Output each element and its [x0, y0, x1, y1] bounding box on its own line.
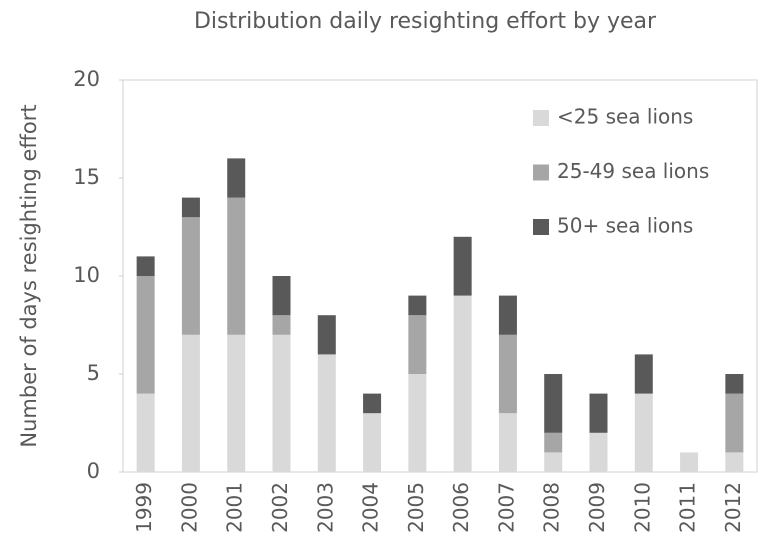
bar-segment — [136, 256, 155, 276]
bar-segment — [272, 315, 291, 335]
bar-segment — [453, 236, 472, 296]
bar-segment — [181, 197, 200, 218]
bar-segment — [725, 393, 744, 453]
chart-title: Distribution daily resighting effort by … — [194, 9, 657, 34]
bar-segment — [453, 295, 472, 472]
bar-segment — [544, 452, 563, 472]
bar-segment — [227, 158, 246, 198]
bar-segment — [634, 393, 653, 472]
bar-segment — [725, 374, 744, 394]
legend-label: 25-49 sea lions — [557, 159, 709, 183]
bar-segment — [227, 334, 246, 472]
y-tick-label: 5 — [87, 361, 100, 385]
bar-segment — [680, 452, 699, 472]
bar-segment — [317, 354, 336, 472]
legend-swatch — [533, 164, 549, 181]
y-tick-label: 20 — [73, 67, 100, 91]
bar-segment — [498, 413, 517, 472]
x-tick-label: 2003 — [313, 482, 337, 533]
x-tick-label: 2009 — [585, 482, 609, 533]
x-tick-label: 2011 — [676, 482, 700, 533]
bar-segment — [136, 276, 155, 394]
bar-segment — [363, 393, 382, 414]
bar-segment — [408, 374, 427, 472]
x-tick-label: 2010 — [630, 482, 654, 533]
bar-segment — [181, 334, 200, 472]
x-tick-label: 2004 — [359, 482, 383, 533]
x-tick-label: 2002 — [268, 482, 292, 533]
y-tick-label: 10 — [73, 263, 100, 287]
bar-segment — [272, 334, 291, 472]
y-tick-label: 0 — [87, 459, 100, 483]
bar-segment — [408, 315, 427, 374]
bar-segment — [589, 393, 608, 433]
bar-segment — [498, 295, 517, 335]
bar-segment — [181, 217, 200, 335]
x-tick-label: 2001 — [223, 482, 247, 533]
x-tick-label: 2005 — [404, 482, 428, 533]
bar-segment — [363, 413, 382, 472]
bar-segment — [272, 276, 291, 316]
y-tick-label: 15 — [73, 165, 100, 189]
legend-swatch — [533, 219, 549, 235]
bar-segment — [544, 374, 563, 433]
bar-segment — [408, 295, 427, 316]
legend-label: <25 sea lions — [557, 105, 693, 129]
bar-segment — [544, 432, 563, 453]
legend-label: 50+ sea lions — [557, 214, 693, 238]
bar-segment — [227, 197, 246, 335]
bar-segment — [136, 393, 155, 472]
bar-segment — [317, 315, 336, 355]
x-tick-label: 2012 — [721, 482, 745, 533]
y-axis-title: Number of days resighting effort — [17, 104, 41, 447]
bar-segment — [589, 432, 608, 472]
bar-segment — [725, 452, 744, 472]
x-tick-label: 2006 — [449, 482, 473, 533]
bar-segment — [498, 334, 517, 414]
x-tick-label: 1999 — [132, 482, 156, 533]
x-tick-label: 2000 — [177, 482, 201, 533]
x-tick-label: 2007 — [494, 482, 518, 533]
legend-swatch — [533, 110, 549, 126]
bar-segment — [634, 354, 653, 394]
x-tick-label: 2008 — [540, 482, 564, 533]
